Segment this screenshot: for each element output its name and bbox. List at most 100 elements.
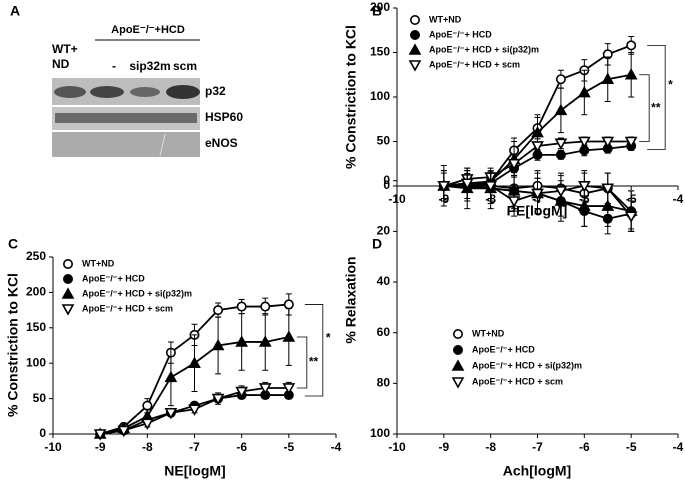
scratch	[159, 133, 166, 157]
x-tick-label: -10	[388, 440, 406, 454]
legend-label: ApoE⁻/⁻+ HCD	[429, 29, 492, 39]
x-tick-label: -7	[189, 440, 200, 454]
panel: C % Constriction to KCl NE[logM] 0 50 100 150 2…	[5, 236, 342, 479]
y-tick-label: 0	[383, 178, 390, 192]
x-tick-label: -5	[626, 440, 637, 454]
legend-marker	[409, 29, 420, 40]
point	[437, 180, 451, 193]
y-tick-label: 40	[377, 274, 391, 288]
point	[188, 404, 201, 416]
legend-marker	[451, 359, 465, 371]
band	[54, 86, 86, 98]
legend-marker	[409, 15, 420, 25]
point	[624, 136, 638, 149]
point	[531, 188, 544, 201]
y-tick-label: 50	[377, 134, 391, 148]
point	[601, 183, 615, 195]
point	[140, 418, 154, 431]
x-tick-label: -8	[142, 440, 153, 454]
panel: D % Relaxation Ach[logM] 0 20 40 60 80 100-10 -9 -…	[343, 163, 684, 479]
band	[55, 113, 197, 123]
legend-label: ApoE⁻/⁻+ HCD	[472, 344, 535, 354]
point	[601, 72, 615, 84]
legend-label: ApoE⁻/⁻+ HCD + si(p32)m	[82, 288, 192, 298]
point	[258, 335, 272, 347]
x-tick-label: -6	[236, 440, 247, 454]
legend-marker	[408, 60, 422, 72]
y-axis-title: % Constriction to KCl	[5, 273, 21, 417]
y-tick-label: 80	[377, 376, 391, 390]
lane-label: scm	[173, 59, 197, 73]
point	[555, 149, 566, 160]
y-axis-title: % Relaxation	[343, 256, 359, 343]
x-axis-title: Ach[logM]	[503, 463, 571, 479]
x-axis-title: NE[logM]	[164, 463, 225, 479]
lane-label: sip32m	[129, 59, 170, 73]
legend-marker	[452, 344, 463, 355]
x-tick-label: -8	[485, 440, 496, 454]
point	[554, 138, 568, 150]
annotation: *	[668, 78, 673, 92]
lane-label: -	[112, 59, 116, 73]
point	[282, 383, 296, 395]
legend-label: WT+ND	[472, 328, 505, 338]
y-tick-label: 150	[370, 45, 390, 59]
x-tick-label: -9	[95, 440, 106, 454]
y-tick-label: 200	[26, 285, 46, 299]
panel-label: B	[372, 3, 382, 19]
point	[531, 141, 544, 153]
point	[554, 186, 568, 198]
group-label: ApoE⁻/⁻+HCD	[111, 24, 185, 36]
point	[235, 335, 249, 347]
legend-label: ApoE⁻/⁻+ HCD + si(p32)m	[429, 44, 539, 54]
y-tick-label: 200	[370, 0, 390, 14]
panel-label: A	[10, 3, 20, 19]
point	[624, 211, 638, 223]
point	[507, 196, 521, 208]
x-tick-label: -4	[331, 440, 342, 454]
lane-header: WT+	[52, 42, 78, 56]
y-tick-label: 250	[26, 249, 46, 263]
point	[235, 386, 249, 399]
legend-marker	[451, 377, 465, 389]
x-tick-label: -7	[532, 440, 543, 454]
point	[577, 199, 591, 211]
point	[626, 40, 637, 51]
point	[507, 158, 521, 171]
point	[164, 407, 178, 420]
panel-label: C	[8, 236, 18, 252]
y-tick-label: 150	[26, 320, 46, 334]
band	[166, 85, 200, 99]
y-tick-label: 100	[370, 89, 390, 103]
point	[93, 429, 107, 441]
legend-marker	[452, 328, 463, 339]
legend-label: ApoE⁻/⁻+ HCD + scm	[472, 376, 563, 386]
blot-strips	[52, 78, 200, 157]
y-tick-label: 0	[383, 173, 390, 187]
point	[577, 85, 591, 98]
point	[555, 74, 566, 85]
point	[460, 178, 474, 190]
annotation: **	[309, 355, 319, 369]
y-axis-title: % Constriction to KCl	[343, 25, 359, 169]
annotation: *	[326, 330, 331, 344]
bracket	[304, 304, 324, 397]
point	[577, 136, 591, 149]
legend-marker	[61, 287, 75, 299]
point	[624, 68, 638, 80]
point	[258, 383, 272, 395]
legend-marker	[62, 258, 73, 269]
lane-header: ND	[52, 57, 70, 71]
bracket	[639, 74, 650, 142]
legend-label: WT+ND	[82, 258, 115, 268]
point	[601, 199, 615, 211]
y-tick-label: 100	[26, 355, 46, 369]
x-tick-label: -4	[673, 440, 684, 454]
legend-marker	[62, 273, 73, 284]
legend-marker	[408, 43, 422, 55]
blot-strip	[52, 132, 200, 157]
point	[531, 125, 544, 138]
point	[188, 356, 201, 369]
